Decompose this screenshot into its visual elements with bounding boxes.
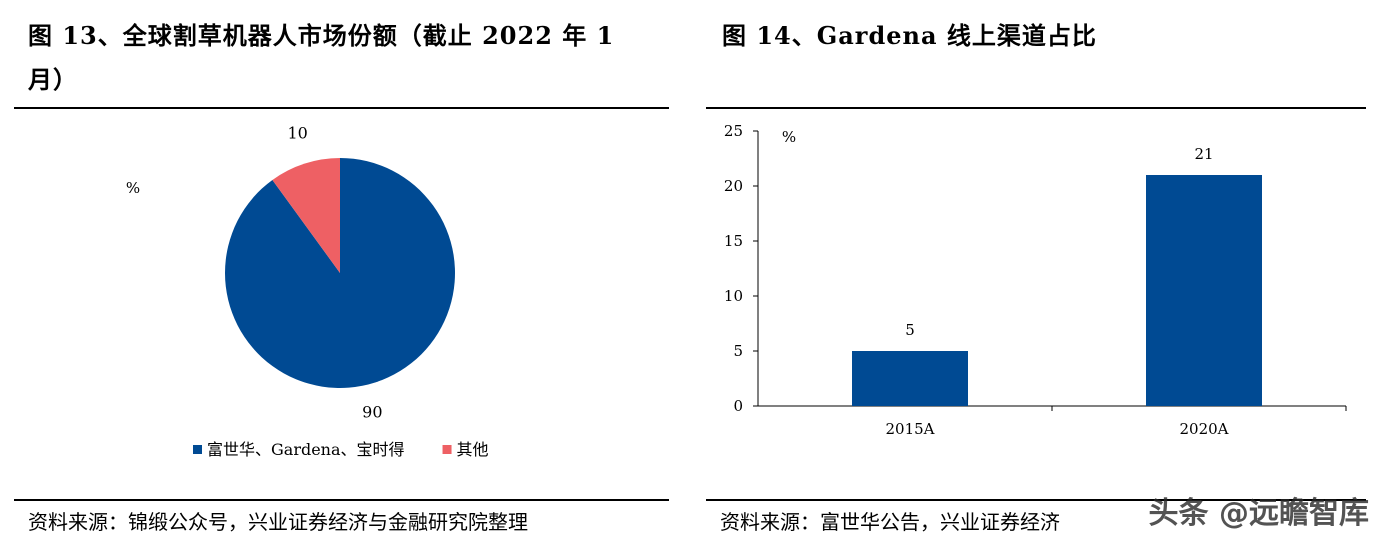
- slice-data-label: 90: [362, 402, 382, 421]
- pie-slice: [272, 158, 340, 273]
- x-tick-label: 2020A: [1179, 420, 1228, 438]
- y-tick-label: 10: [724, 287, 743, 305]
- bar-data-label: 21: [1194, 145, 1213, 163]
- pie-labels: 90 10: [287, 124, 382, 422]
- top-rule: [706, 107, 1366, 109]
- bar-chart: % 0 5 10 15 20 25 2015A 2020A 5 21: [724, 122, 1347, 438]
- unit-label: %: [126, 179, 140, 197]
- legend-label: 其他: [457, 440, 489, 459]
- bar: [852, 351, 968, 406]
- legend-swatch: [442, 445, 452, 454]
- pie-slice: [224, 158, 455, 388]
- source-note: 资料来源：富世华公告，兴业证券经济: [720, 510, 1060, 534]
- y-tick-label: 20: [724, 177, 743, 195]
- watermark: 头条 @远瞻智库: [1148, 496, 1369, 531]
- y-tick-label: 25: [724, 122, 743, 140]
- axes: 0 5 10 15 20 25 2015A 2020A: [724, 122, 1347, 438]
- unit-label: %: [782, 128, 796, 146]
- pie-chart: % 90 10 富世华、Gardena、宝时得 其他: [126, 124, 489, 459]
- x-tick-label: 2015A: [885, 420, 934, 438]
- legend-label: 富世华、Gardena、宝时得: [207, 440, 405, 459]
- legend: 富世华、Gardena、宝时得 其他: [193, 440, 489, 459]
- left-figure: 图 13、全球割草机器人市场份额（截止 2022 年 1 月） % 90 10 富…: [0, 0, 670, 548]
- bottom-rule: [706, 499, 1366, 501]
- y-tick-label: 15: [724, 232, 743, 250]
- figure-title: 图 14、Gardena 线上渠道占比: [722, 21, 1097, 50]
- y-tick-label: 0: [733, 397, 743, 415]
- pie-slices: [224, 158, 455, 388]
- bars: 5 21: [852, 145, 1262, 406]
- right-figure: 图 14、Gardena 线上渠道占比 % 0 5 10 15 20 25 2015A 202…: [706, 0, 1368, 548]
- bar: [1146, 175, 1262, 406]
- y-tick-label: 5: [733, 342, 743, 360]
- top-rule: [14, 107, 669, 109]
- source-note: 资料来源：锦缎公众号，兴业证券经济与金融研究院整理: [28, 510, 528, 534]
- bar-data-label: 5: [905, 321, 915, 339]
- figure-title: 图 13、全球割草机器人市场份额（截止 2022 年 1 月）: [28, 21, 615, 94]
- slice-data-label: 10: [287, 124, 307, 143]
- bottom-rule: [14, 499, 669, 501]
- legend-swatch: [193, 445, 202, 454]
